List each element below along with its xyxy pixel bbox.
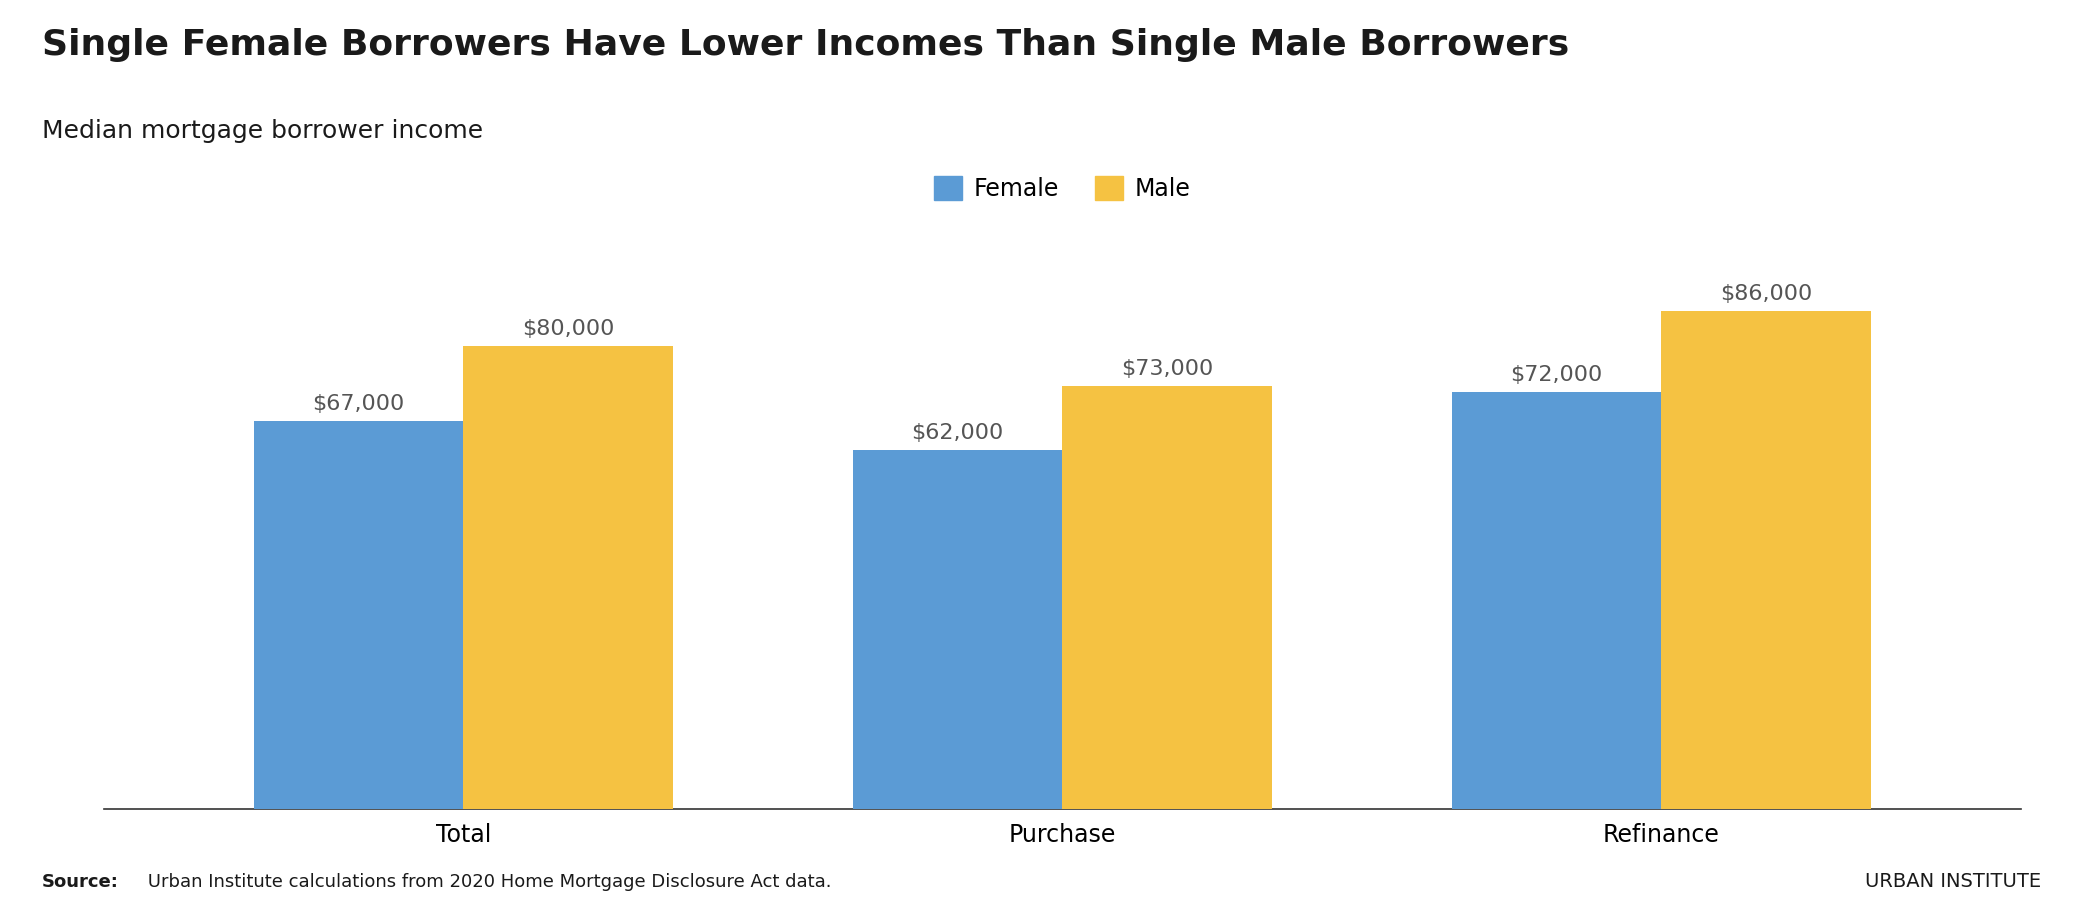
Text: $86,000: $86,000 bbox=[1721, 284, 1812, 304]
Text: URBAN INSTITUTE: URBAN INSTITUTE bbox=[1864, 872, 2041, 891]
Bar bbox=[1062, 386, 1273, 809]
Bar bbox=[462, 346, 673, 809]
Bar bbox=[1452, 391, 1660, 809]
Bar bbox=[852, 449, 1062, 809]
Text: $73,000: $73,000 bbox=[1121, 359, 1212, 380]
Text: $67,000: $67,000 bbox=[312, 394, 404, 414]
Text: $62,000: $62,000 bbox=[912, 423, 1004, 443]
Bar bbox=[254, 421, 462, 809]
Text: Source:: Source: bbox=[42, 873, 119, 891]
Text: Median mortgage borrower income: Median mortgage borrower income bbox=[42, 119, 483, 143]
Text: Urban Institute calculations from 2020 Home Mortgage Disclosure Act data.: Urban Institute calculations from 2020 H… bbox=[142, 873, 831, 891]
Text: $80,000: $80,000 bbox=[523, 319, 614, 338]
Text: Single Female Borrowers Have Lower Incomes Than Single Male Borrowers: Single Female Borrowers Have Lower Incom… bbox=[42, 28, 1568, 62]
Legend: Female, Male: Female, Male bbox=[925, 166, 1200, 210]
Bar bbox=[1660, 311, 1871, 809]
Text: $72,000: $72,000 bbox=[1510, 365, 1602, 385]
